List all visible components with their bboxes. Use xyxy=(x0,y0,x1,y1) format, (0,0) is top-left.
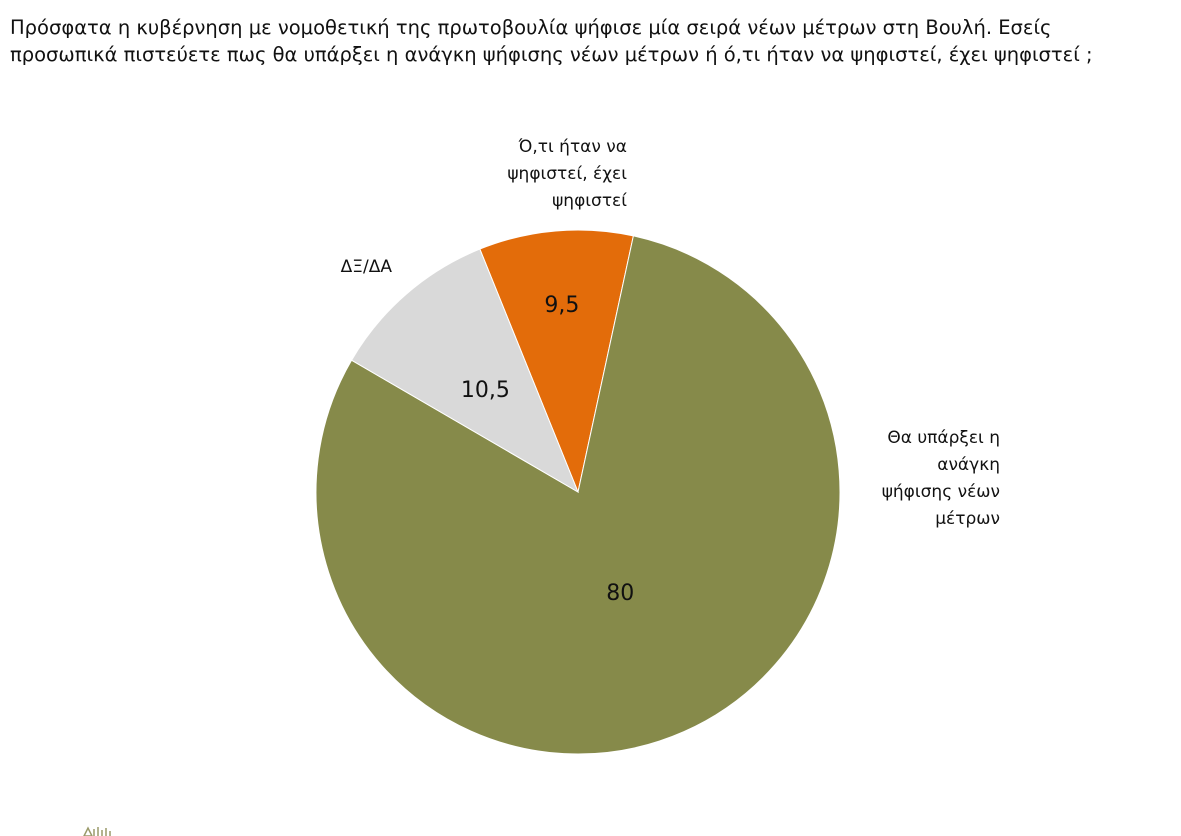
slice-category-label: ΔΞ/ΔΑ xyxy=(341,257,393,277)
slice-category-label: Ό,τι ήταν να ψηφιστεί, έχει ψηφιστεί xyxy=(507,137,627,211)
pie-slice xyxy=(315,235,841,755)
logo-icon xyxy=(83,826,111,836)
chart-title: Πρόσφατα η κυβέρνηση με νομοθετική της π… xyxy=(10,14,1175,68)
chart-title-line-1: Πρόσφατα η κυβέρνηση με νομοθετική της π… xyxy=(10,16,1052,39)
slice-value-label: 9,5 xyxy=(544,293,579,318)
pie-slice xyxy=(479,229,634,494)
pie-slice xyxy=(350,248,580,494)
slice-value-label: 80 xyxy=(606,581,634,606)
slice-category-label: Θα υπάρξει η ανάγκη ψήφισης νέων μέτρων xyxy=(882,428,1000,529)
chart-title-line-2: προσωπικά πιστεύετε πως θα υπάρξει η ανά… xyxy=(10,43,1093,66)
slice-value-label: 10,5 xyxy=(461,378,510,403)
